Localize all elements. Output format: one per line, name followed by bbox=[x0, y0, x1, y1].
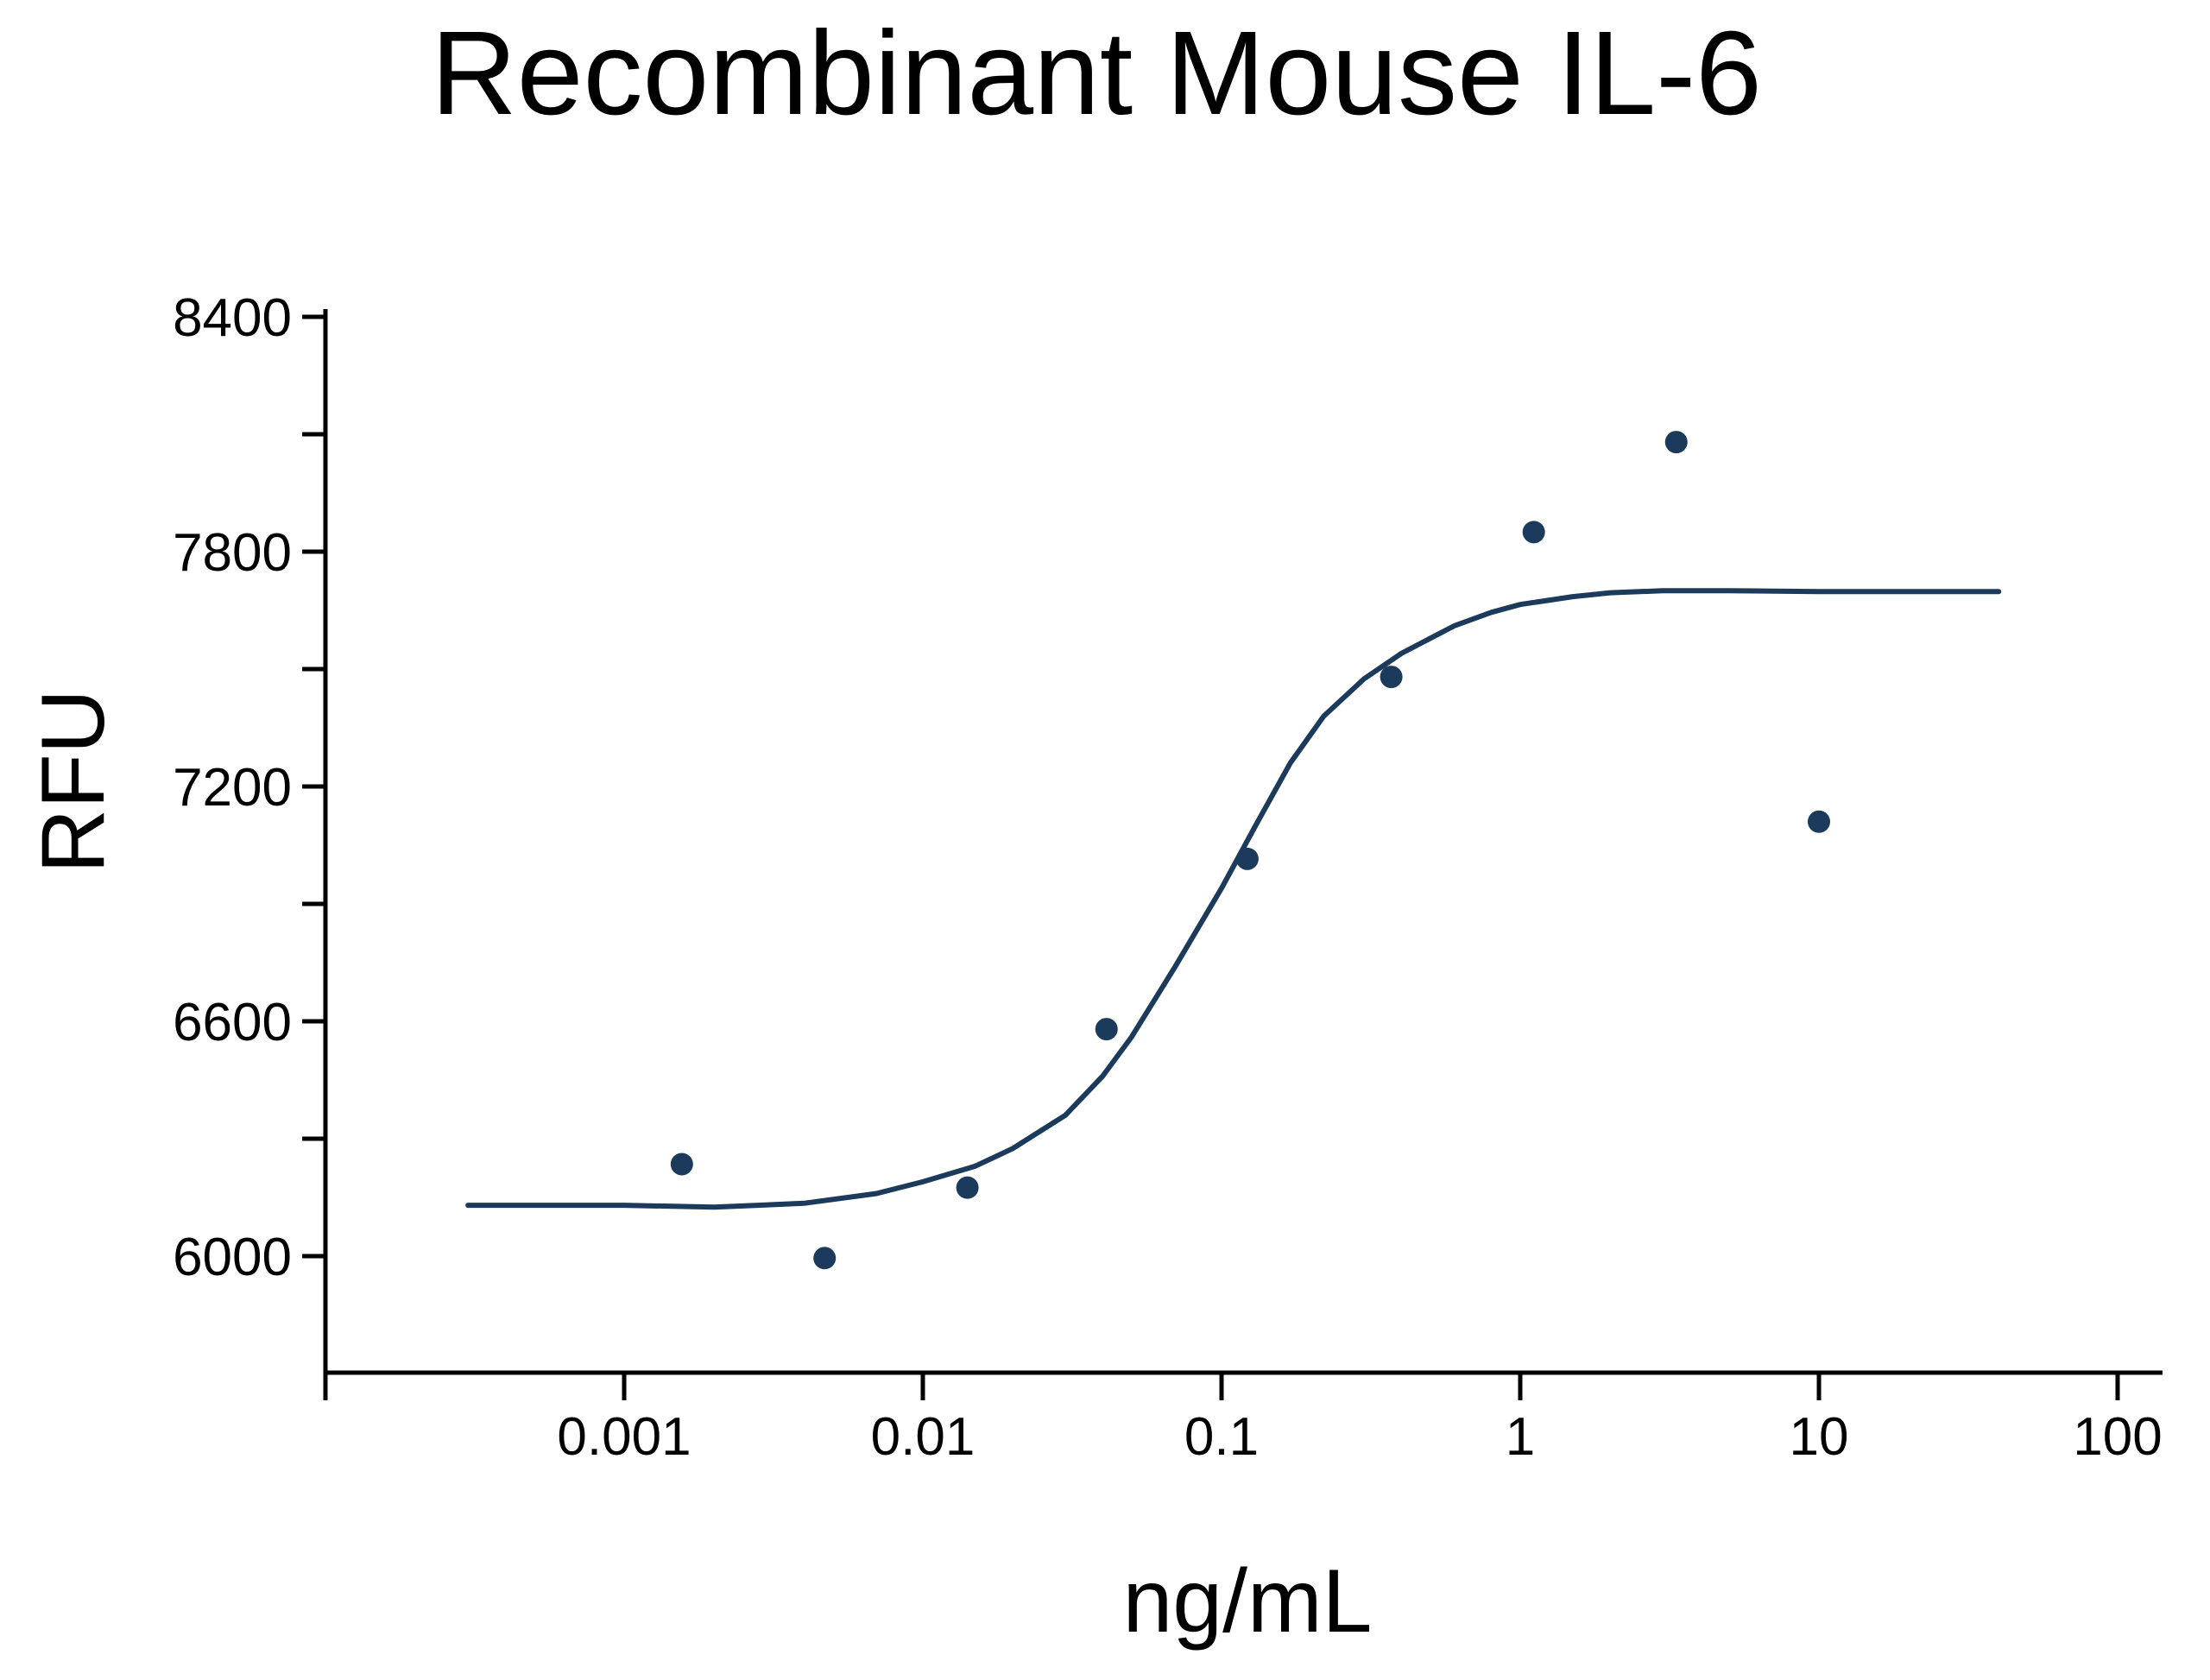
x-tick-label: 0.1 bbox=[1184, 1407, 1259, 1467]
x-axis-title: ng/mL bbox=[1122, 1551, 1372, 1652]
y-tick-label: 6600 bbox=[173, 993, 292, 1052]
axis-ticks: 0.001 0.01 0.1 1 10 100 6000 6600 7200 7800 8400 bbox=[173, 288, 2163, 1467]
chart-title: Recombinant Mouse IL-6 bbox=[431, 7, 1762, 140]
data-point bbox=[956, 1176, 979, 1199]
fit-curve bbox=[465, 588, 2002, 1210]
x-tick-label: 0.001 bbox=[557, 1407, 691, 1467]
data-point bbox=[1664, 431, 1688, 454]
y-tick-label: 6000 bbox=[173, 1228, 292, 1287]
y-tick-label: 7800 bbox=[173, 523, 292, 583]
data-point bbox=[813, 1247, 837, 1270]
data-point bbox=[670, 1153, 693, 1176]
data-point bbox=[1380, 666, 1403, 689]
y-tick-label: 8400 bbox=[173, 288, 292, 348]
data-point bbox=[1808, 810, 1830, 833]
data-point bbox=[1522, 521, 1545, 544]
data-point bbox=[1235, 847, 1259, 870]
x-tick-label: 10 bbox=[1790, 1407, 1849, 1467]
y-axis-title: RFU bbox=[23, 689, 123, 874]
x-tick-label: 1 bbox=[1506, 1407, 1535, 1467]
data-points bbox=[670, 431, 1830, 1270]
x-tick-label: 100 bbox=[2073, 1407, 2162, 1467]
x-tick-label: 0.01 bbox=[871, 1407, 976, 1467]
y-tick-label: 7200 bbox=[173, 758, 292, 818]
data-point bbox=[1095, 1018, 1118, 1041]
